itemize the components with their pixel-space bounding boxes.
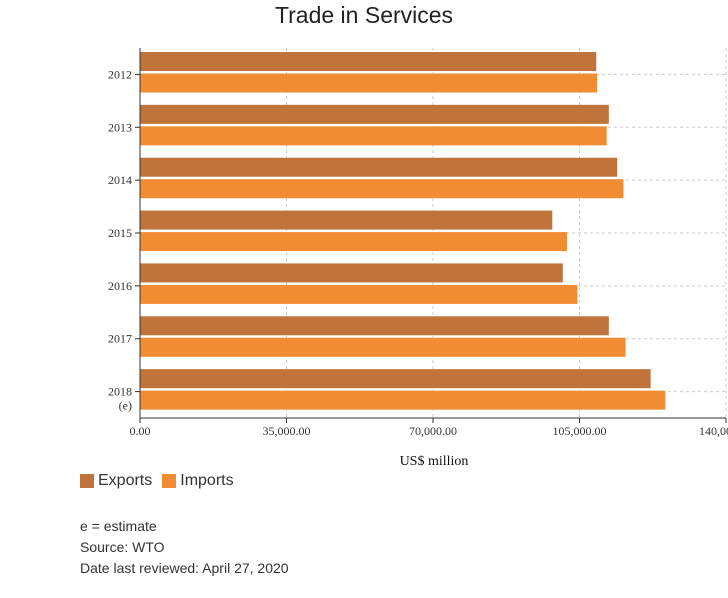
footer-notes: e = estimate Source: WTO Date last revie… bbox=[80, 516, 289, 579]
bar-imports-2013 bbox=[140, 126, 607, 146]
legend: Exports Imports bbox=[80, 472, 244, 490]
x-tick-label: 105,000.00 bbox=[553, 424, 607, 438]
y-tick-label: 2012 bbox=[108, 67, 132, 81]
bar-imports-2016 bbox=[140, 284, 578, 304]
legend-item-exports[interactable]: Exports bbox=[80, 472, 152, 490]
y-tick-label: 2015 bbox=[108, 226, 132, 240]
y-tick-label: 2018 bbox=[108, 385, 132, 399]
bar-chart: 2012 2013 2014 2015 2016 2017 2018(e) 0.00 35,00… bbox=[108, 48, 728, 469]
y-tick-label: 2013 bbox=[108, 120, 132, 134]
y-tick-label: 2017 bbox=[108, 332, 132, 346]
legend-label-imports: Imports bbox=[180, 472, 234, 489]
legend-label-exports: Exports bbox=[98, 472, 153, 489]
bar-imports-2015 bbox=[140, 232, 567, 252]
bar-imports-2012 bbox=[140, 73, 598, 93]
bar-imports-2017 bbox=[140, 337, 626, 357]
bar-exports-2014 bbox=[140, 157, 618, 177]
y-tick-note: (e) bbox=[119, 399, 132, 413]
legend-swatch-imports bbox=[162, 474, 177, 488]
x-tick-label: 0.00 bbox=[130, 424, 151, 438]
bar-exports-2012 bbox=[140, 52, 597, 71]
reviewed-note: Date last reviewed: April 27, 2020 bbox=[80, 560, 289, 576]
legend-item-imports[interactable]: Imports bbox=[162, 472, 234, 490]
source-note: Source: WTO bbox=[80, 539, 165, 555]
estimate-note: e = estimate bbox=[80, 518, 157, 534]
bar-exports-2015 bbox=[140, 210, 553, 230]
chart-title: Trade in Services bbox=[274, 2, 454, 28]
y-tick-label: 2014 bbox=[108, 173, 132, 187]
bar-imports-2018 bbox=[140, 390, 666, 410]
x-axis-title: US$ million bbox=[400, 454, 469, 469]
legend-swatch-exports bbox=[80, 474, 94, 488]
x-tick-label: 35,000.00 bbox=[263, 424, 311, 438]
x-tick-label: 140,000.00 bbox=[699, 424, 728, 438]
bar-exports-2013 bbox=[140, 104, 609, 124]
bar-exports-2017 bbox=[140, 316, 609, 336]
x-tick-label: 70,000.00 bbox=[409, 424, 457, 438]
y-tick-label: 2016 bbox=[108, 279, 132, 293]
bar-exports-2018 bbox=[140, 369, 651, 389]
bar-exports-2016 bbox=[140, 263, 563, 283]
bar-imports-2014 bbox=[140, 179, 624, 199]
